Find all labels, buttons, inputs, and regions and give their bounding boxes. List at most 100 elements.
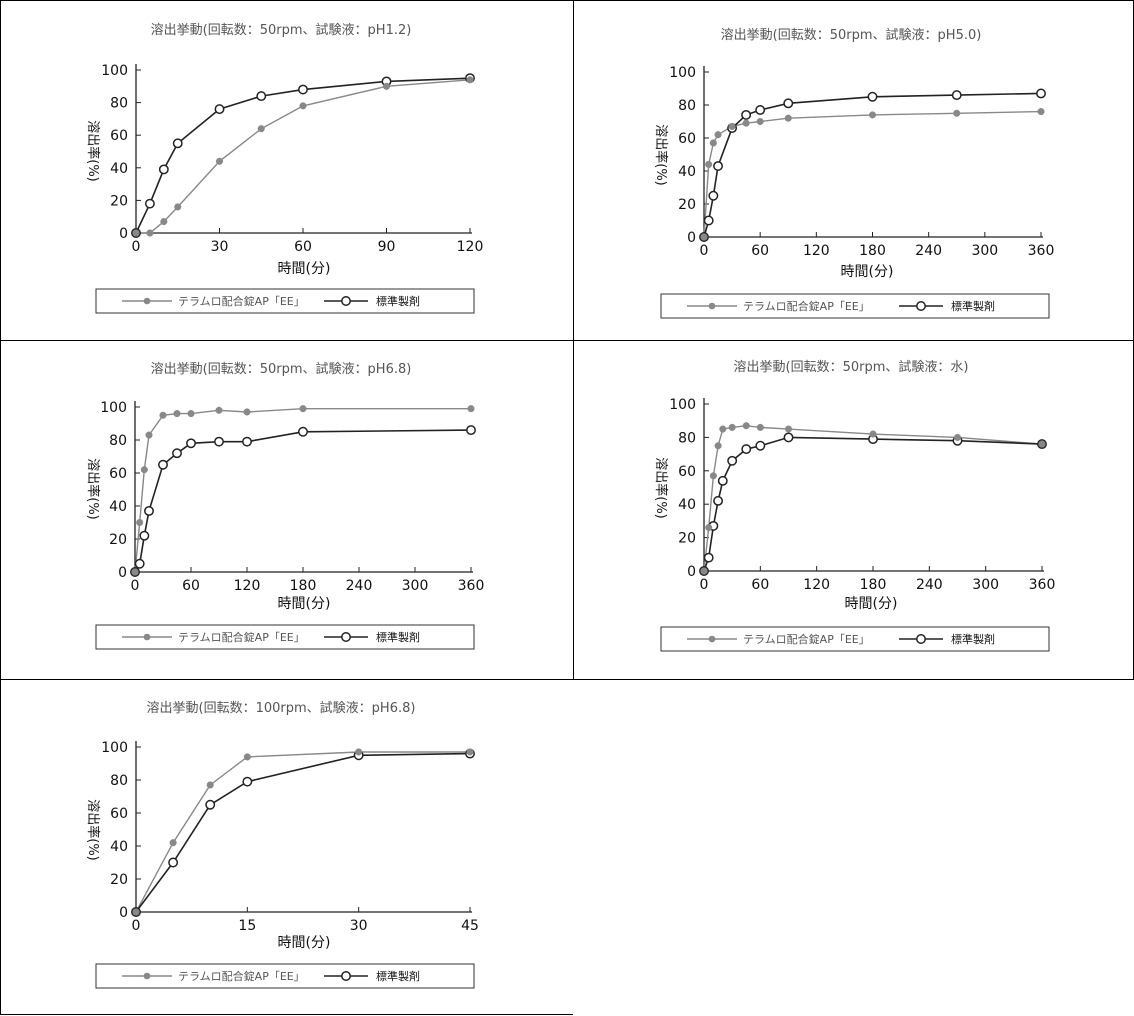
chart-panel-ph5-0: 溶出挙動(回転数：50rpm、試験液：pH5.0) 0 60 120 180 240 300… [573, 0, 1134, 341]
data-point-standard [134, 558, 145, 569]
x-tick-label: 180 [290, 578, 317, 594]
data-point-test [215, 406, 223, 414]
x-tick-label: 120 [234, 578, 261, 594]
y-tick-label: 40 [109, 499, 127, 515]
x-tick-label: 0 [132, 239, 141, 255]
data-point-standard [783, 98, 794, 109]
data-point-standard [298, 426, 308, 437]
series-line-standard [703, 436, 1043, 572]
data-point-test [467, 405, 475, 413]
legend-label-test: テラムロ配合錠AP「EE」 [178, 630, 305, 644]
legend-marker-test [143, 972, 151, 980]
data-point-test [299, 405, 307, 413]
data-point-standard [144, 198, 155, 209]
data-point-test [742, 119, 750, 127]
x-tick-label: 120 [803, 577, 830, 593]
legend-marker-standard [916, 634, 926, 644]
data-point-test [953, 109, 961, 117]
y-tick-label: 60 [110, 128, 128, 144]
x-tick-label: 240 [915, 243, 942, 259]
legend-marker-test [708, 302, 716, 310]
data-point-test [145, 431, 153, 439]
data-point-standard [172, 448, 182, 459]
data-point-test [719, 425, 727, 433]
y-tick-label: 80 [678, 430, 696, 446]
data-point-standard [755, 105, 766, 115]
legend-marker-standard [341, 296, 351, 306]
legend-label-standard: 標準製剤 [376, 294, 420, 308]
data-point-standard [214, 436, 224, 447]
y-tick-label: 100 [100, 400, 127, 416]
legend-label-test: テラムロ配合錠AP「EE」 [178, 294, 305, 308]
chart-panel-ph6-8: 溶出挙動(回転数：50rpm、試験液：pH6.8) 0 60 120 180 240 300… [0, 340, 574, 680]
data-point-test [728, 423, 736, 431]
data-point-standard [867, 91, 878, 102]
y-tick-label: 0 [119, 226, 128, 242]
data-point-test [132, 908, 140, 916]
chart-title: 溶出挙動(回転数：100rpm、試験液：pH6.8) [147, 700, 416, 716]
y-tick-label: 80 [110, 773, 128, 789]
y-tick-label: 80 [110, 96, 128, 112]
data-point-standard [144, 506, 154, 516]
data-point-test [868, 111, 877, 119]
chart-svg: 溶出挙動(回転数：50rpm、試験液：pH5.0) 0 60 120 180 240 300… [653, 27, 1054, 319]
data-point-standard [703, 215, 714, 226]
x-tick-label: 0 [132, 918, 141, 934]
data-point-test [714, 442, 722, 450]
x-tick-label: 0 [131, 578, 140, 594]
legend-label-test: テラムロ配合錠AP「EE」 [178, 969, 305, 983]
data-point-test [756, 423, 764, 431]
legend-label-standard: 標準製剤 [376, 630, 420, 644]
chart-svg: 溶出挙動(回転数：50rpm、試験液：pH1.2) 0 30 60 90 120 0 20 40… [85, 22, 483, 314]
series-line-standard [134, 429, 472, 573]
data-point-test [784, 114, 792, 122]
data-point-standard [205, 799, 216, 810]
data-point-standard [158, 164, 169, 175]
chart-title: 溶出挙動(回転数：50rpm、試験液：pH1.2) [151, 22, 412, 38]
x-tick-label: 180 [859, 243, 886, 259]
y-tick-label: 80 [109, 433, 127, 449]
legend-label-standard: 標準製剤 [951, 299, 995, 313]
data-point-standard [713, 495, 724, 506]
y-tick-label: 60 [110, 806, 128, 822]
data-point-test [784, 425, 793, 433]
data-point-test [131, 568, 139, 576]
x-axis-label: 時間(分) [278, 261, 331, 277]
legend-label-test: テラムロ配合錠AP「EE」 [743, 299, 870, 313]
data-point-test [705, 524, 713, 532]
data-point-test [299, 102, 307, 110]
legend-label-standard: 標準製剤 [951, 632, 995, 646]
chart-panel-water: 溶出挙動(回転数：50rpm、試験液：水) 0 60 120 180 240 300 360 0… [573, 340, 1134, 680]
data-point-standard [186, 438, 196, 449]
chart-svg: 溶出挙動(回転数：100rpm、試験液：pH6.8) 0 15 30 45 0 20 40 60… [85, 700, 479, 989]
x-tick-label: 60 [294, 239, 312, 255]
chart-title: 溶出挙動(回転数：50rpm、試験液：水) [734, 359, 969, 375]
x-tick-label: 0 [700, 243, 709, 259]
data-point-standard [727, 455, 738, 466]
data-point-test [466, 748, 474, 756]
data-point-test [1037, 108, 1045, 116]
data-point-test [187, 410, 195, 418]
data-point-test [159, 411, 167, 419]
y-axis-label: 溶出率(%) [85, 799, 101, 861]
data-point-standard [717, 475, 728, 486]
y-tick-label: 0 [118, 565, 127, 581]
y-tick-label: 60 [678, 464, 696, 480]
data-point-test [700, 233, 708, 241]
y-axis-label: 溶出率(%) [85, 458, 101, 520]
series-line-test [703, 110, 1042, 238]
y-axis-label: 溶出率(%) [653, 457, 669, 519]
x-tick-label: 240 [346, 578, 373, 594]
x-axis-label: 時間(分) [841, 264, 894, 280]
legend-marker-standard [341, 971, 351, 981]
legend-marker-test [143, 297, 151, 305]
x-tick-label: 0 [700, 577, 709, 593]
y-axis-label: 溶出率(%) [653, 124, 669, 186]
data-point-standard [242, 776, 253, 787]
empty-panel [573, 679, 1134, 1015]
data-point-standard [783, 432, 794, 443]
y-tick-label: 0 [119, 905, 128, 921]
data-point-standard [214, 104, 225, 115]
data-point-standard [741, 444, 752, 455]
